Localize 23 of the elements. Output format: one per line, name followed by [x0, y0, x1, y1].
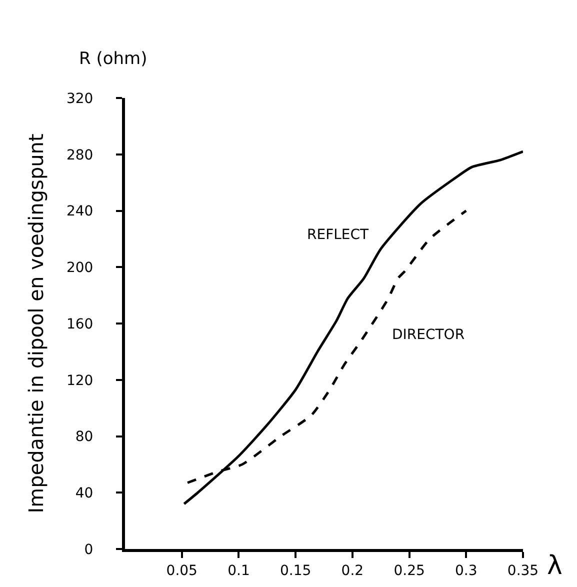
y-tick-label: 240 [66, 204, 94, 220]
x-tick-label: 0.35 [507, 562, 539, 579]
x-tick-label: 0.2 [341, 562, 364, 579]
x-tick-label: 0.15 [280, 562, 312, 579]
x-tick-label: 0.25 [394, 562, 425, 579]
y-tick-label: 320 [66, 90, 94, 107]
series-label: DIRECTOR [392, 327, 465, 343]
y-tick-label: 40 [75, 486, 94, 502]
text: R (ohm) [79, 49, 148, 69]
series-label: REFLECT [307, 227, 370, 243]
y-tick-label: 0 [84, 542, 94, 558]
y-tick-label: 280 [66, 147, 94, 164]
y-tick-label: 200 [66, 260, 94, 276]
x-tick-label: 0.3 [455, 562, 478, 579]
y-tick-label: 120 [66, 372, 94, 389]
y-tick-label: 80 [75, 429, 94, 446]
x-tick-label: 0.05 [166, 562, 198, 579]
x-tick-label: 0.1 [228, 562, 250, 579]
line-series [182, 150, 523, 506]
y-axis-title: Impedantie in dipool en voedingspunt [24, 134, 48, 514]
line-series [186, 210, 468, 484]
x-axis-title: λ [547, 551, 562, 581]
y-tick-label: 160 [66, 316, 94, 332]
